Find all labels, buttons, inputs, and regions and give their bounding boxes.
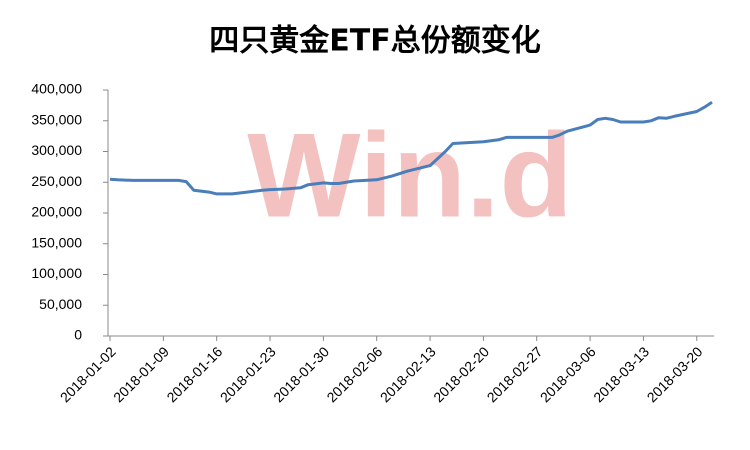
- x-tick-label: 2018-03-06: [537, 343, 599, 405]
- x-tick-label: 2018-01-09: [110, 343, 172, 405]
- y-tick-label: 350,000: [31, 111, 82, 127]
- x-tick-label: 2018-02-06: [323, 343, 385, 405]
- y-tick-label: 250,000: [31, 173, 82, 189]
- x-tick-label: 2018-03-20: [644, 343, 706, 405]
- watermark: Win.d: [247, 109, 573, 243]
- x-tick-label: 2018-02-20: [430, 343, 492, 405]
- x-tick-label: 2018-01-16: [163, 343, 225, 405]
- chart-title: 四只黄金ETF总份额变化: [209, 24, 540, 59]
- x-tick-label: 2018-03-13: [590, 343, 652, 405]
- y-tick-label: 150,000: [31, 234, 82, 250]
- x-tick-label: 2018-02-27: [484, 343, 546, 405]
- x-tick-label: 2018-02-13: [377, 343, 439, 405]
- y-tick-label: 400,000: [31, 81, 82, 97]
- x-tick-label: 2018-01-02: [57, 343, 119, 405]
- data-line: [109, 101, 713, 196]
- y-tick-label: 100,000: [31, 265, 82, 281]
- y-tick-label: 0: [74, 327, 82, 343]
- x-tick-label: 2018-01-23: [217, 343, 279, 405]
- y-tick-label: 50,000: [39, 296, 82, 312]
- x-tick-label: 2018-01-30: [270, 343, 332, 405]
- y-tick-label: 200,000: [31, 204, 82, 220]
- y-tick-label: 300,000: [31, 142, 82, 158]
